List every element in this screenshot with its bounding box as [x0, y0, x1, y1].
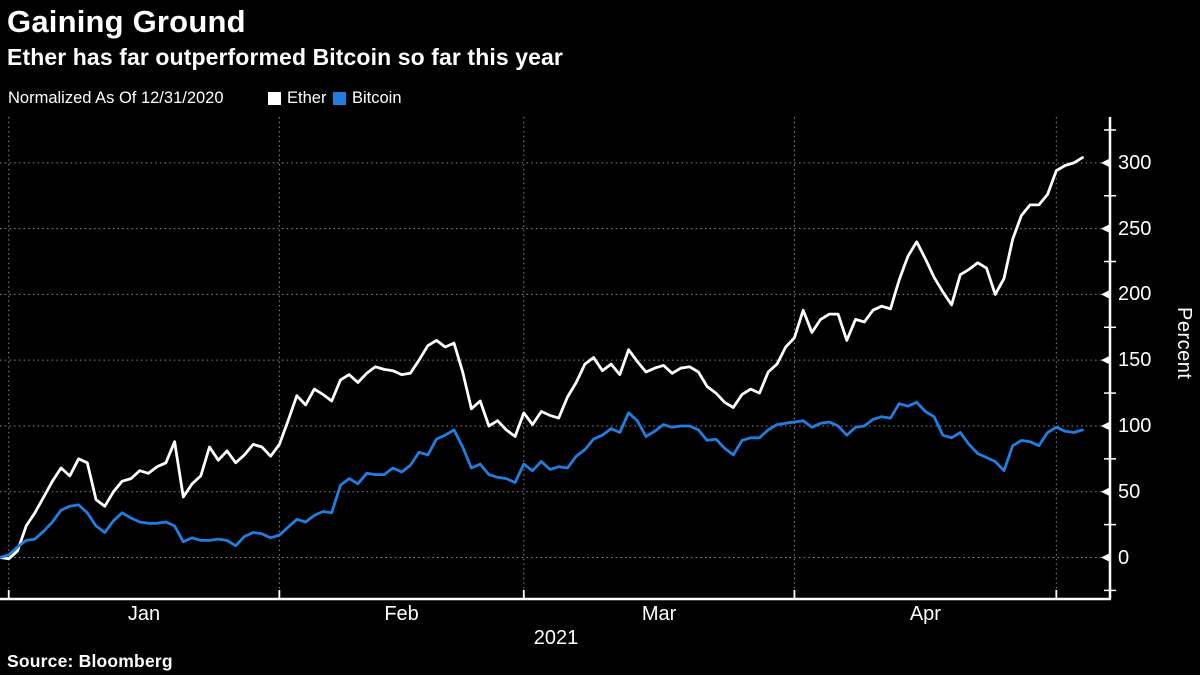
- bitcoin-line: [0, 400, 1084, 559]
- y-major-tick-arrow-icon: [1101, 487, 1110, 497]
- ether-line: [0, 156, 1084, 561]
- x-axis-month-label: Apr: [909, 603, 941, 625]
- chart-title: Gaining Ground: [7, 4, 246, 39]
- y-axis-tick-label: 100: [1118, 414, 1152, 437]
- x-axis-year-label: 2021: [533, 627, 579, 649]
- y-axis-tick-label: 250: [1118, 217, 1152, 240]
- x-axis-month-label: Feb: [384, 603, 419, 625]
- y-major-tick-arrow-icon: [1101, 553, 1110, 562]
- y-axis-tick-label: 150: [1118, 349, 1152, 372]
- x-axis-month-label: Jan: [127, 603, 161, 625]
- y-major-tick-arrow-icon: [1101, 224, 1110, 234]
- y-major-tick-arrow-icon: [1101, 355, 1110, 365]
- y-major-tick-arrow-icon: [1101, 158, 1110, 168]
- x-axis-month-label: Mar: [641, 603, 677, 625]
- bitcoin-swatch-icon: [333, 92, 346, 105]
- y-axis-title: Percent: [1173, 307, 1195, 380]
- y-axis-tick-label: 200: [1118, 283, 1152, 306]
- y-axis-tick-label: 0: [1118, 546, 1130, 569]
- y-major-tick-arrow-icon: [1101, 421, 1110, 431]
- y-axis-tick-label: 50: [1118, 480, 1141, 503]
- y-axis-tick-label: 300: [1118, 151, 1152, 174]
- chart-subtitle: Ether has far outperformed Bitcoin so fa…: [7, 44, 563, 70]
- source-credit: Source: Bloomberg: [7, 651, 173, 671]
- ether-swatch-icon: [268, 92, 281, 105]
- legend-label-ether: Ether: [287, 89, 327, 107]
- y-major-tick-arrow-icon: [1101, 289, 1110, 299]
- chart-legend: Normalized As Of 12/31/2020 Ether Bitcoi…: [0, 89, 1200, 109]
- legend-label-bitcoin: Bitcoin: [352, 89, 402, 107]
- legend-note: Normalized As Of 12/31/2020: [8, 89, 224, 107]
